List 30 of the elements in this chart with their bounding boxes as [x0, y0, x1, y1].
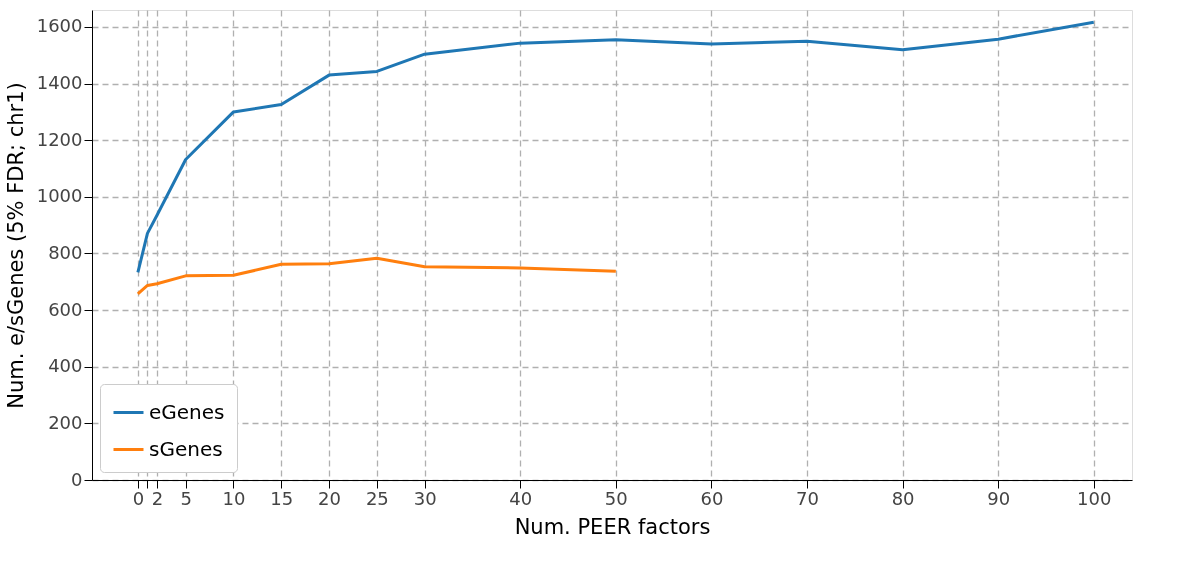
x-tick-label: 70 — [796, 487, 819, 509]
legend-label: eGenes — [149, 399, 225, 424]
x-tick-label: 20 — [318, 487, 342, 509]
y-tick-label: 600 — [48, 298, 83, 320]
x-tick-label: 90 — [987, 487, 1011, 509]
x-tick-label: 2 — [151, 487, 164, 509]
x-tick-label: 60 — [700, 487, 724, 509]
y-tick-label: 1000 — [36, 185, 83, 207]
y-tick-label: 800 — [48, 241, 83, 263]
line-series — [136, 20, 1096, 274]
line-series — [136, 256, 618, 296]
x-axis-title: Num. PEER factors — [514, 514, 711, 539]
x-tick-label: 30 — [413, 487, 437, 509]
y-tick-label: 0 — [71, 468, 83, 490]
x-tick-label: 40 — [509, 487, 533, 509]
x-tick-label: 80 — [891, 487, 915, 509]
y-axis-title: Num. e/sGenes (5% FDR; chr1) — [3, 82, 28, 409]
y-tick-label: 1400 — [36, 72, 83, 94]
y-tick-label: 1600 — [36, 15, 83, 37]
x-tick-label: 0 — [132, 487, 145, 509]
y-tick-label: 1200 — [36, 128, 83, 150]
x-tick-label: 25 — [365, 487, 389, 509]
x-tick-label: 15 — [270, 487, 294, 509]
x-tick-label: 5 — [180, 487, 192, 509]
x-tick-label: 50 — [604, 487, 628, 509]
y-tick-label: 200 — [48, 411, 83, 433]
x-tick-label: 100 — [1077, 487, 1112, 509]
y-tick-label: 400 — [48, 355, 83, 377]
legend-label: sGenes — [149, 436, 223, 461]
x-tick-label: 10 — [222, 487, 246, 509]
